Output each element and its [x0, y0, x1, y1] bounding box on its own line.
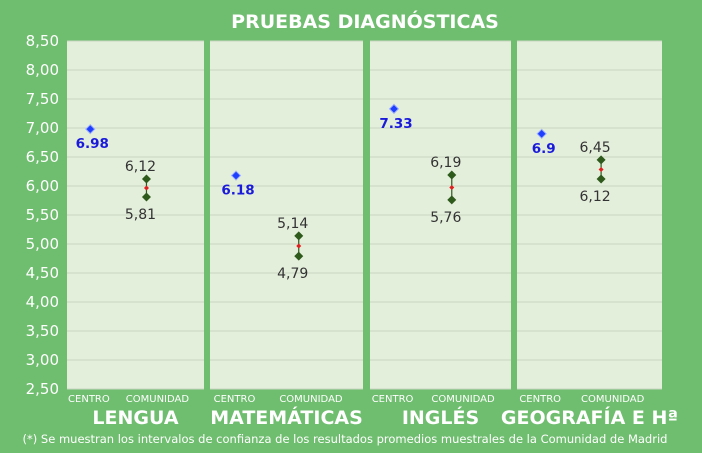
interval-mean-point [143, 185, 149, 191]
interval-lower-point [294, 251, 304, 261]
footnote: (*) Se muestran los intervalos de confia… [23, 432, 668, 446]
x-category-centro: CENTRO [519, 394, 561, 405]
interval-mean-point [449, 184, 455, 190]
interval-upper-label: 5,14 [277, 216, 308, 232]
interval-upper-point [294, 231, 304, 241]
y-tick-label: 8,50 [26, 32, 59, 50]
x-category-comunidad: COMUNIDAD [279, 394, 343, 405]
centro-data-label: 7.33 [379, 116, 412, 132]
y-tick-label: 2,50 [26, 380, 59, 398]
panel-label: GEOGRAFÍA E Hª [501, 406, 678, 429]
y-tick-label: 6,00 [26, 177, 59, 195]
panel-1: CENTRO COMUNIDAD LENGUA 6.98 6,12 5,81 [67, 40, 204, 429]
y-tick-label: 4,00 [26, 293, 59, 311]
y-tick-label: 3,00 [26, 351, 59, 369]
panel-label: LENGUA [92, 407, 178, 429]
interval-mean-point [598, 166, 604, 172]
y-tick-label: 3,50 [26, 322, 59, 340]
y-axis: 8,50 8,00 7,50 7,00 6,50 6,00 5,50 5,00 4,50 4,00… [26, 32, 59, 398]
x-category-comunidad: COMUNIDAD [581, 394, 645, 405]
centro-data-label: 6.98 [76, 136, 109, 152]
interval-lower-point [596, 174, 606, 184]
interval-upper-label: 6,45 [580, 140, 611, 156]
x-category-comunidad: COMUNIDAD [431, 394, 495, 405]
y-tick-label: 5,50 [26, 206, 59, 224]
y-tick-label: 7,00 [26, 119, 59, 137]
interval-upper-label: 6,12 [125, 159, 156, 175]
interval-lower-point [447, 195, 457, 205]
interval-upper-point [141, 174, 151, 184]
interval-lower-point [141, 192, 151, 202]
x-category-comunidad: COMUNIDAD [126, 394, 190, 405]
x-category-centro: CENTRO [372, 394, 414, 405]
x-category-centro: CENTRO [68, 394, 110, 405]
interval-upper-point [596, 155, 606, 165]
interval-lower-label: 5,76 [430, 210, 461, 226]
interval-lower-label: 5,81 [125, 207, 156, 223]
centro-data-label: 6.9 [532, 141, 556, 157]
panel-label: MATEMÁTICAS [210, 406, 363, 429]
centro-point [230, 170, 242, 181]
interval-upper-label: 6,19 [430, 155, 461, 171]
panel-label: INGLÉS [402, 406, 479, 429]
interval-mean-point [296, 243, 302, 249]
x-category-centro: CENTRO [214, 394, 256, 405]
y-tick-label: 8,00 [26, 61, 59, 79]
centro-point [536, 128, 547, 140]
y-tick-label: 5,00 [26, 235, 59, 253]
y-tick-label: 6,50 [26, 148, 59, 166]
interval-lower-label: 4,79 [277, 266, 308, 282]
chart-title: PRUEBAS DIAGNÓSTICAS [231, 9, 499, 33]
centro-data-label: 6.18 [221, 183, 254, 199]
centro-point [85, 123, 96, 135]
interval-lower-label: 6,12 [580, 189, 611, 205]
y-tick-label: 4,50 [26, 264, 59, 282]
interval-upper-point [447, 170, 457, 180]
y-tick-label: 7,50 [26, 90, 59, 108]
centro-point [388, 103, 400, 115]
